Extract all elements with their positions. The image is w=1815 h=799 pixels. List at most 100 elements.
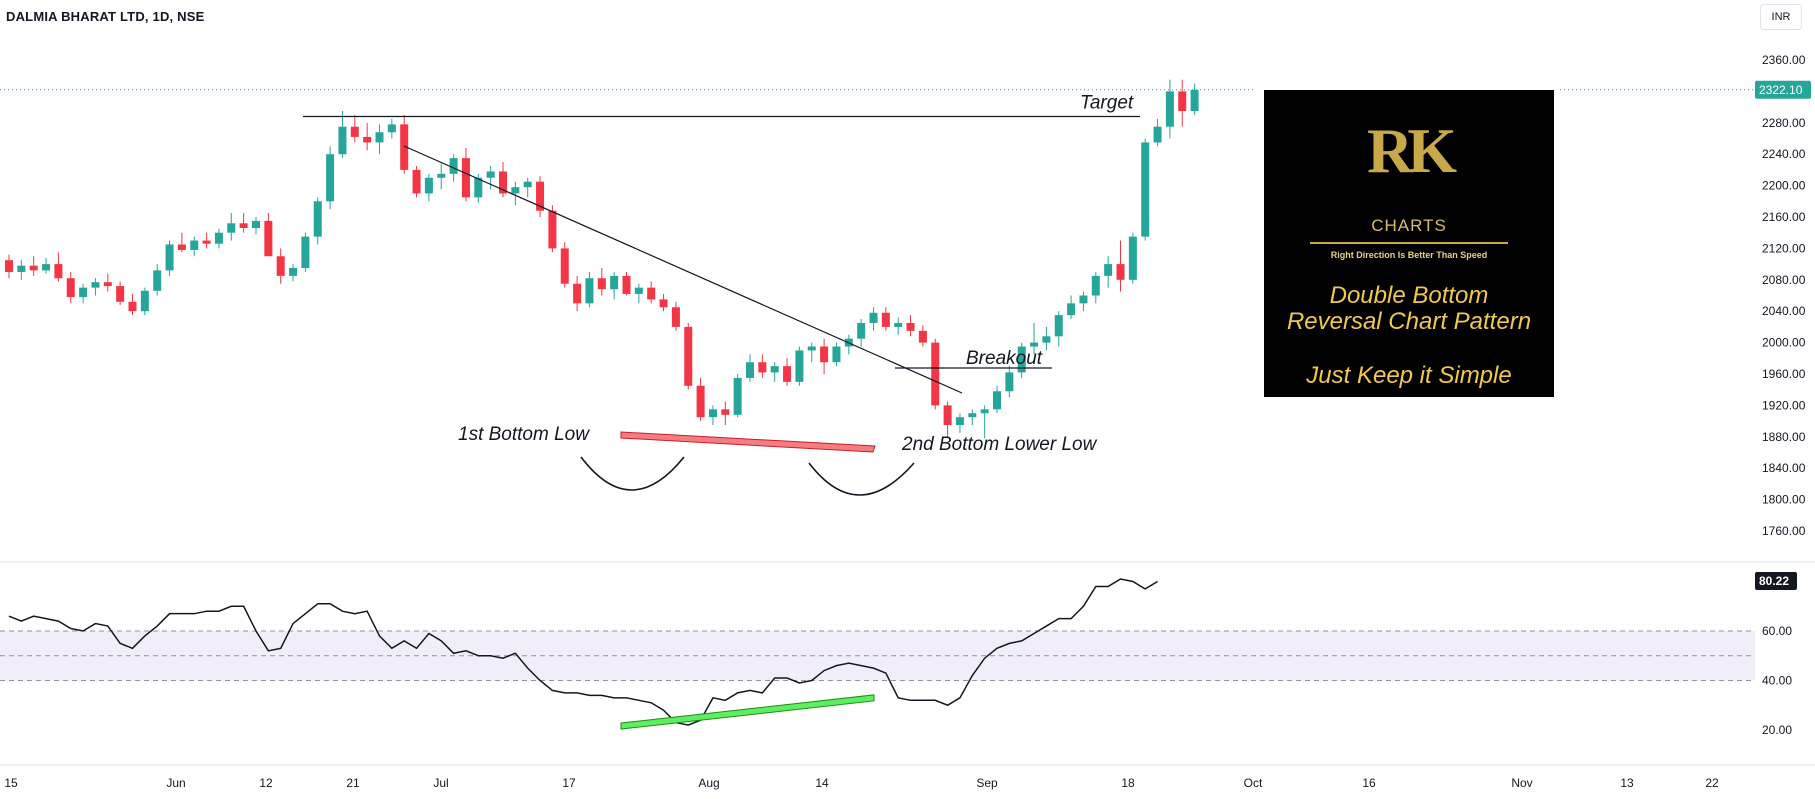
candle-body bbox=[1165, 91, 1174, 127]
candle-body bbox=[622, 275, 631, 294]
logo-tagline: Right Direction Is Better Than Speed bbox=[1330, 250, 1488, 260]
candle-body bbox=[140, 290, 149, 312]
candle-body bbox=[42, 264, 51, 271]
candle-body bbox=[857, 322, 866, 339]
price-tick-label: 1760.00 bbox=[1762, 524, 1806, 538]
time-tick-label: Sep bbox=[976, 776, 998, 790]
target-label: Target bbox=[1080, 93, 1134, 114]
candle-body bbox=[795, 350, 804, 382]
candle-body bbox=[177, 244, 186, 250]
time-tick-label: 13 bbox=[1620, 776, 1634, 790]
candle-body bbox=[412, 169, 421, 194]
candle-body bbox=[1042, 336, 1051, 343]
candle-body bbox=[906, 322, 915, 331]
last-price-label: 2322.10 bbox=[1759, 83, 1803, 97]
candle-body bbox=[239, 223, 248, 228]
candle-body bbox=[128, 301, 137, 312]
candle-body bbox=[1116, 264, 1125, 280]
candle-body bbox=[1178, 91, 1187, 112]
candle-body bbox=[560, 248, 569, 284]
rsi-line bbox=[8, 578, 1158, 726]
candle-body bbox=[894, 322, 903, 327]
candle-body bbox=[1079, 295, 1088, 304]
candle-body bbox=[647, 287, 656, 300]
candle-body bbox=[375, 132, 384, 143]
price-tick-label: 2280.00 bbox=[1762, 116, 1806, 130]
candle-body bbox=[326, 154, 335, 202]
candle-body bbox=[1190, 89, 1199, 112]
candle-body bbox=[548, 210, 557, 249]
price-tick-label: 1880.00 bbox=[1762, 430, 1806, 444]
candle-body bbox=[202, 240, 211, 244]
candle-body bbox=[1141, 142, 1150, 237]
candle-body bbox=[499, 171, 507, 194]
candle-body bbox=[190, 240, 199, 250]
candle-body bbox=[770, 366, 779, 373]
candle-body bbox=[424, 177, 433, 194]
candle-body bbox=[91, 282, 100, 288]
candle-body bbox=[153, 270, 162, 291]
rsi-tick-label: 40.00 bbox=[1762, 674, 1792, 688]
logo-brand: CHARTS bbox=[1371, 216, 1447, 235]
candle-body bbox=[783, 366, 792, 382]
price-tick-label: 2360.00 bbox=[1762, 53, 1806, 67]
candle-body bbox=[684, 326, 693, 386]
time-tick-label: 14 bbox=[815, 776, 829, 790]
price-tick-label: 2200.00 bbox=[1762, 179, 1806, 193]
candle-body bbox=[733, 377, 742, 415]
rsi-pane bbox=[0, 578, 1755, 730]
time-axis: 15 Jun 12 21 Jul 17 Aug 14 Sep 18 Oct 16 Nov 13 22 bbox=[4, 776, 1719, 790]
candle-body bbox=[486, 171, 495, 178]
time-tick-label: 16 bbox=[1362, 776, 1376, 790]
time-tick-label: 17 bbox=[562, 776, 576, 790]
time-tick-label: Jun bbox=[166, 776, 185, 790]
rsi-tick-label: 20.00 bbox=[1762, 723, 1792, 737]
candle-body bbox=[338, 126, 347, 155]
time-tick-label: 21 bbox=[346, 776, 360, 790]
candle-body bbox=[449, 158, 458, 174]
price-tick-label: 2080.00 bbox=[1762, 273, 1806, 287]
candle-body bbox=[585, 278, 594, 304]
candle-body bbox=[17, 265, 26, 272]
chart-title: DALMIA BHARAT LTD, 1D, NSE bbox=[6, 9, 205, 24]
price-divergence-line bbox=[620, 431, 876, 453]
price-tick-label: 2240.00 bbox=[1762, 147, 1806, 161]
price-tick-label: 2160.00 bbox=[1762, 210, 1806, 224]
candle-body bbox=[1030, 342, 1039, 347]
time-tick-label: Jul bbox=[433, 776, 448, 790]
logo-divider bbox=[1310, 242, 1508, 244]
candle-body bbox=[116, 286, 125, 302]
second-bottom-arc bbox=[808, 462, 915, 496]
price-axis bbox=[0, 561, 1815, 766]
rsi-tick-label: 60.00 bbox=[1762, 624, 1792, 638]
time-tick-label: 12 bbox=[259, 776, 273, 790]
candle-body bbox=[918, 330, 927, 343]
candle-body bbox=[746, 362, 754, 378]
candle-body bbox=[1054, 315, 1063, 337]
candle-body bbox=[29, 265, 38, 271]
candle-body bbox=[54, 264, 63, 279]
candle-body bbox=[363, 136, 372, 143]
currency-selector[interactable]: INR bbox=[1760, 4, 1802, 30]
price-tick-label: 1920.00 bbox=[1762, 398, 1806, 412]
candle-body bbox=[1017, 346, 1026, 373]
time-tick-label: 18 bbox=[1121, 776, 1135, 790]
candle-body bbox=[313, 201, 322, 237]
candle-body bbox=[1128, 236, 1137, 280]
candle-body bbox=[659, 299, 668, 308]
bottom2-label: 2nd Bottom Lower Low bbox=[901, 434, 1098, 455]
candle-body bbox=[943, 405, 952, 426]
time-tick-label: Nov bbox=[1511, 776, 1532, 790]
candle-body bbox=[1153, 126, 1162, 143]
candle-body bbox=[820, 346, 829, 363]
candle-body bbox=[708, 409, 717, 418]
motto: Just Keep it Simple bbox=[1306, 362, 1512, 389]
candle-body bbox=[993, 391, 1001, 410]
candle-body bbox=[931, 342, 940, 406]
candle-body bbox=[511, 187, 520, 194]
candle-body bbox=[437, 173, 446, 178]
pattern-title-line1: Double Bottom bbox=[1329, 282, 1489, 309]
rsi-last-label: 80.22 bbox=[1759, 574, 1789, 588]
candle-body bbox=[523, 181, 532, 188]
